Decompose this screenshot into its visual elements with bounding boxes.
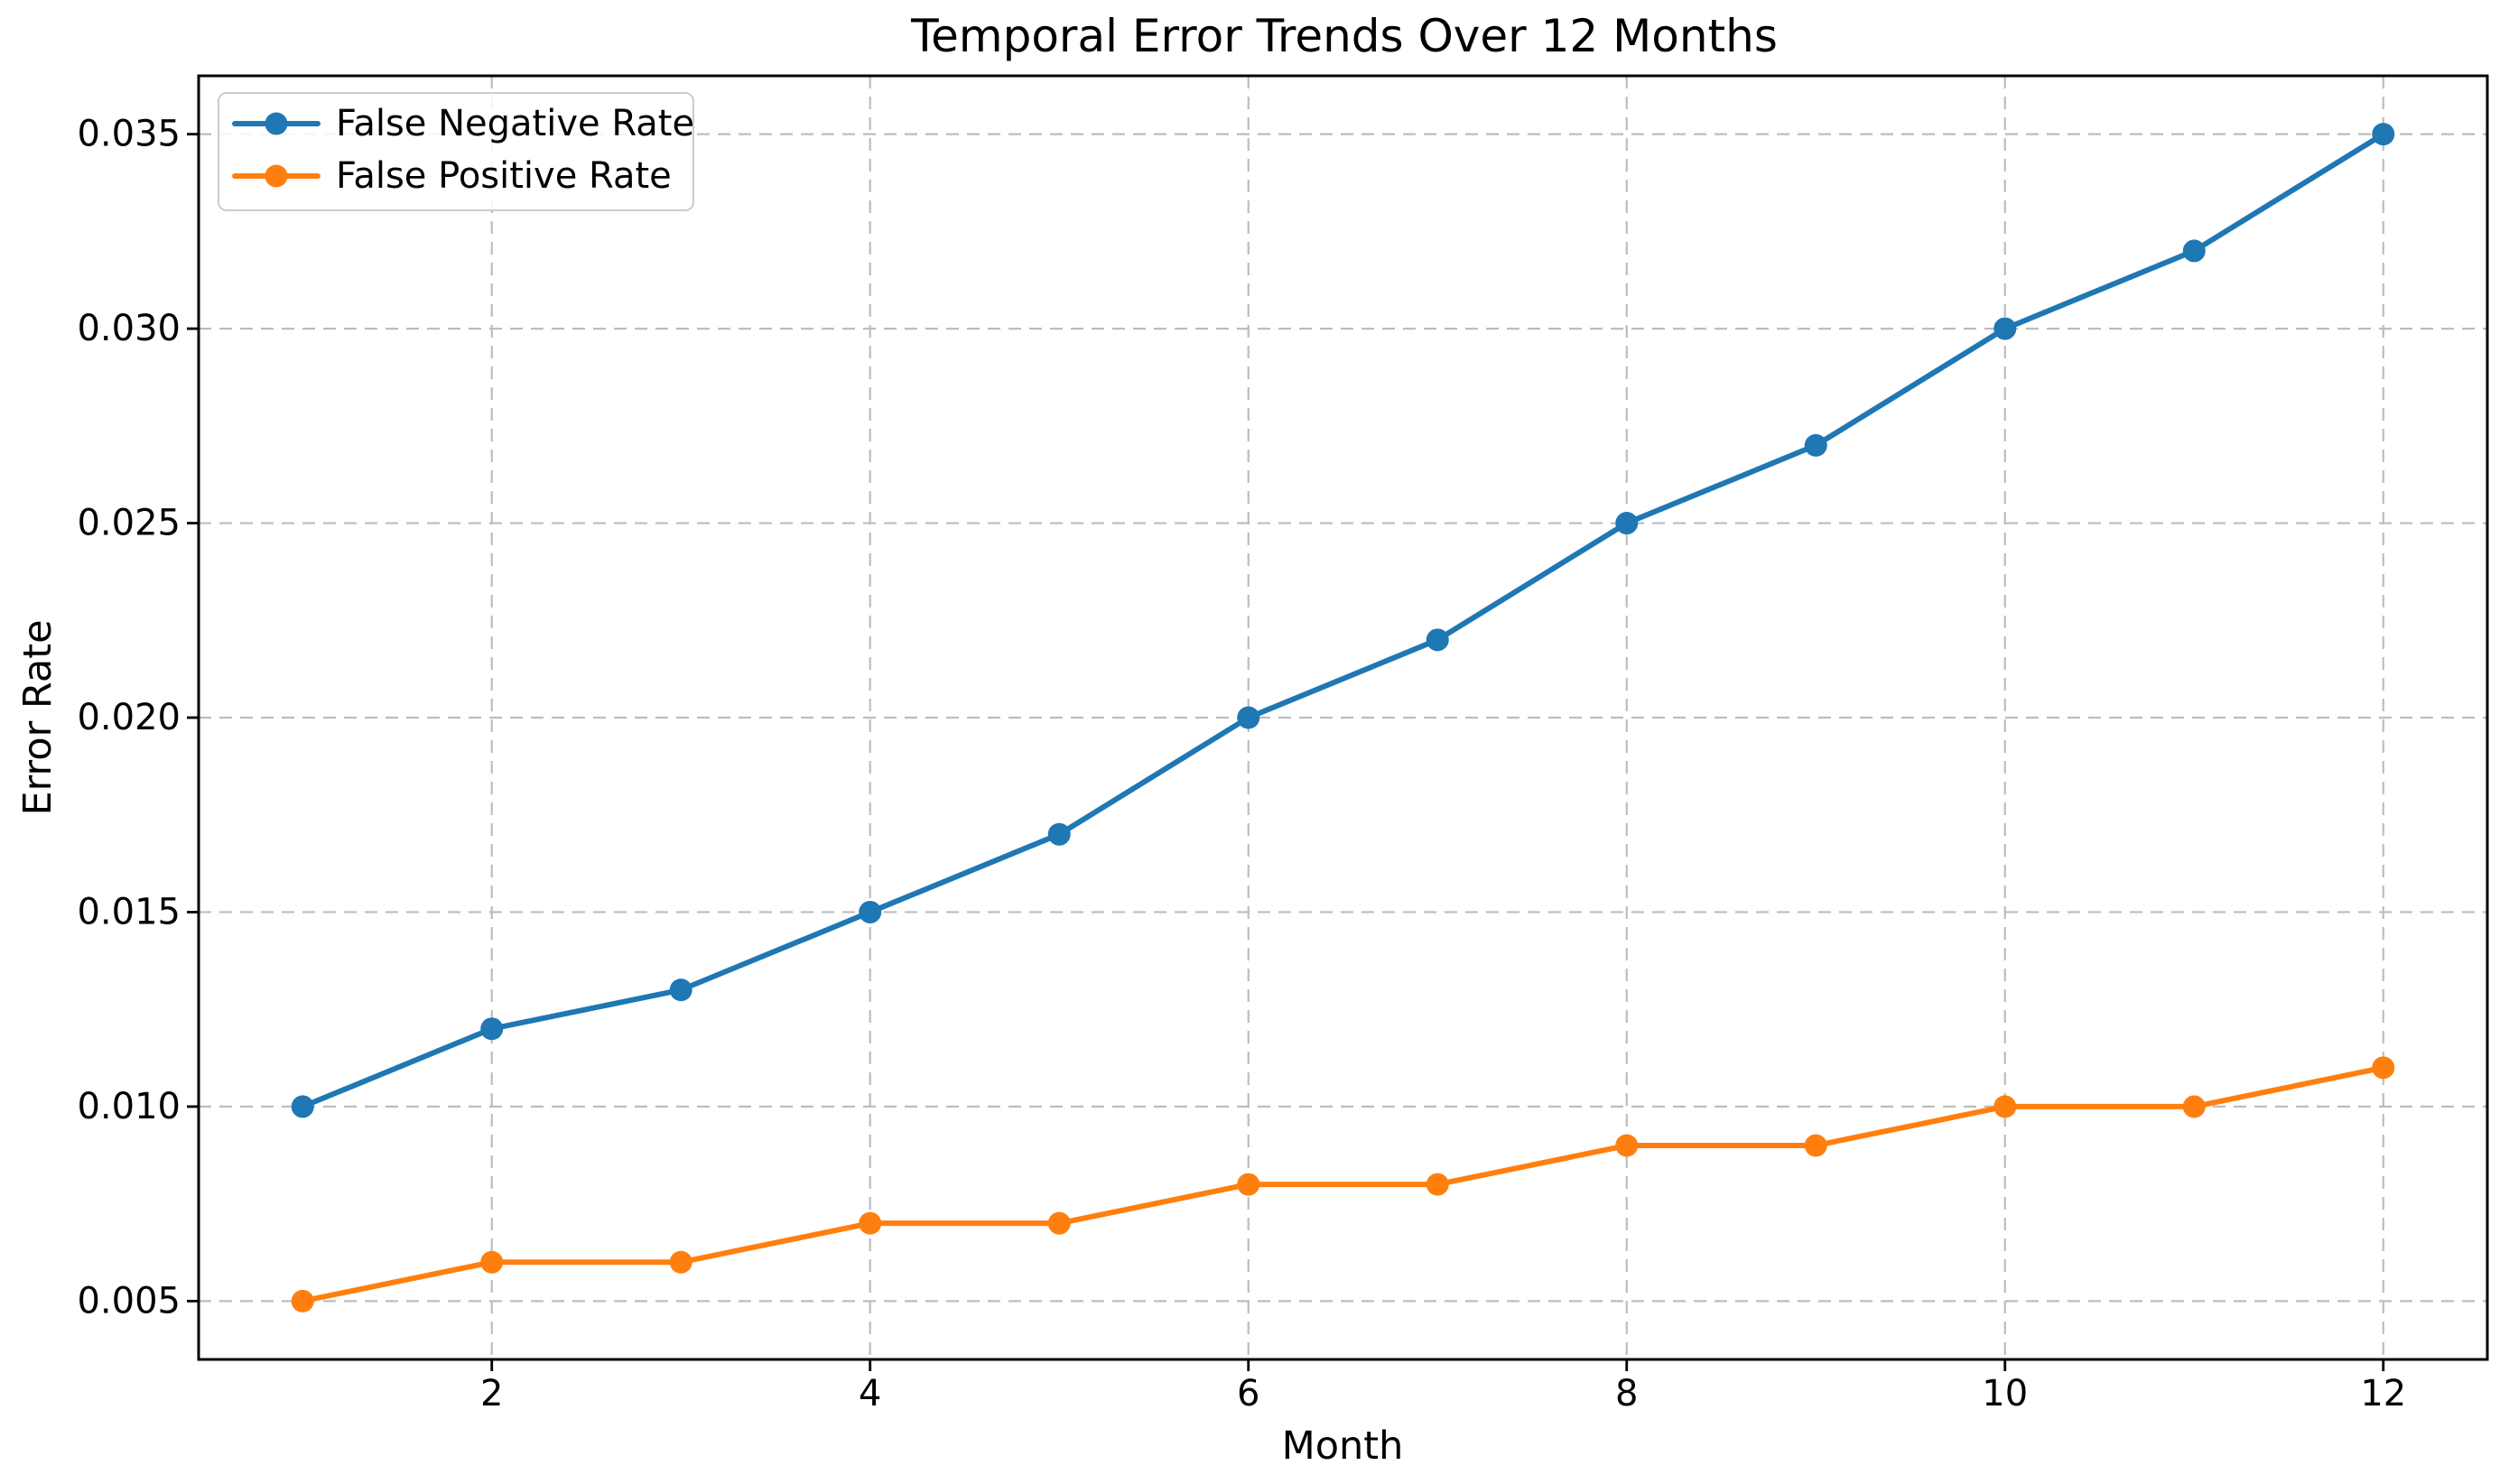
y-tick-label: 0.030 xyxy=(77,308,181,349)
data-point xyxy=(1047,822,1071,846)
data-point xyxy=(2182,239,2206,263)
data-point xyxy=(2372,123,2395,146)
axes-layer: 2 4 6 8 10 12 0.005 0.010 0.015 0.020 0.025 0.030 0.… xyxy=(77,74,2489,1414)
series-layer xyxy=(291,123,2395,1312)
data-point xyxy=(1804,433,1827,457)
data-point xyxy=(1804,1134,1827,1157)
x-tick-label: 4 xyxy=(859,1373,881,1414)
x-tick-label: 12 xyxy=(2360,1373,2406,1414)
y-tick-label: 0.020 xyxy=(77,697,181,738)
x-tick-label: 10 xyxy=(1982,1373,2028,1414)
y-tick-label: 0.025 xyxy=(77,503,181,544)
x-tick-label: 2 xyxy=(480,1373,503,1414)
legend-marker xyxy=(265,112,288,135)
data-point xyxy=(1237,706,1260,729)
legend-marker xyxy=(265,164,288,188)
data-point xyxy=(1426,628,1449,652)
data-point xyxy=(859,1211,882,1235)
series-line xyxy=(300,131,2386,1109)
y-tick-label: 0.015 xyxy=(77,891,181,932)
data-point xyxy=(1615,1134,1639,1157)
data-point xyxy=(291,1289,314,1312)
legend-box xyxy=(218,92,694,211)
y-tick-label: 0.005 xyxy=(77,1280,181,1322)
chart-title: Temporal Error Trends Over 12 Months xyxy=(910,10,1778,62)
data-point xyxy=(480,1017,504,1041)
data-point xyxy=(859,900,882,923)
y-tick-label: 0.035 xyxy=(77,114,181,155)
data-point xyxy=(291,1095,314,1118)
data-point xyxy=(2372,1056,2395,1080)
data-point xyxy=(1993,1095,2017,1118)
data-point xyxy=(1237,1173,1260,1196)
data-point xyxy=(1615,512,1639,535)
legend-label: False Negative Rate xyxy=(336,103,694,144)
data-point xyxy=(1047,1211,1071,1235)
grid-layer xyxy=(199,76,2487,1359)
x-tick-label: 8 xyxy=(1615,1373,1638,1414)
legend-label: False Positive Rate xyxy=(336,155,672,197)
x-axis-label: Month xyxy=(1282,1424,1404,1469)
data-point xyxy=(1426,1173,1449,1196)
x-tick-label: 6 xyxy=(1237,1373,1259,1414)
data-point xyxy=(2182,1095,2206,1118)
data-point xyxy=(1993,317,2017,340)
data-point xyxy=(480,1250,504,1274)
y-axis-label: Error Rate xyxy=(15,619,60,815)
series-line xyxy=(300,1064,2386,1304)
y-tick-label: 0.010 xyxy=(77,1086,181,1127)
data-point xyxy=(669,1250,692,1274)
legend-layer: False Negative Rate False Positive Rate xyxy=(218,92,694,211)
data-point xyxy=(669,979,692,1002)
